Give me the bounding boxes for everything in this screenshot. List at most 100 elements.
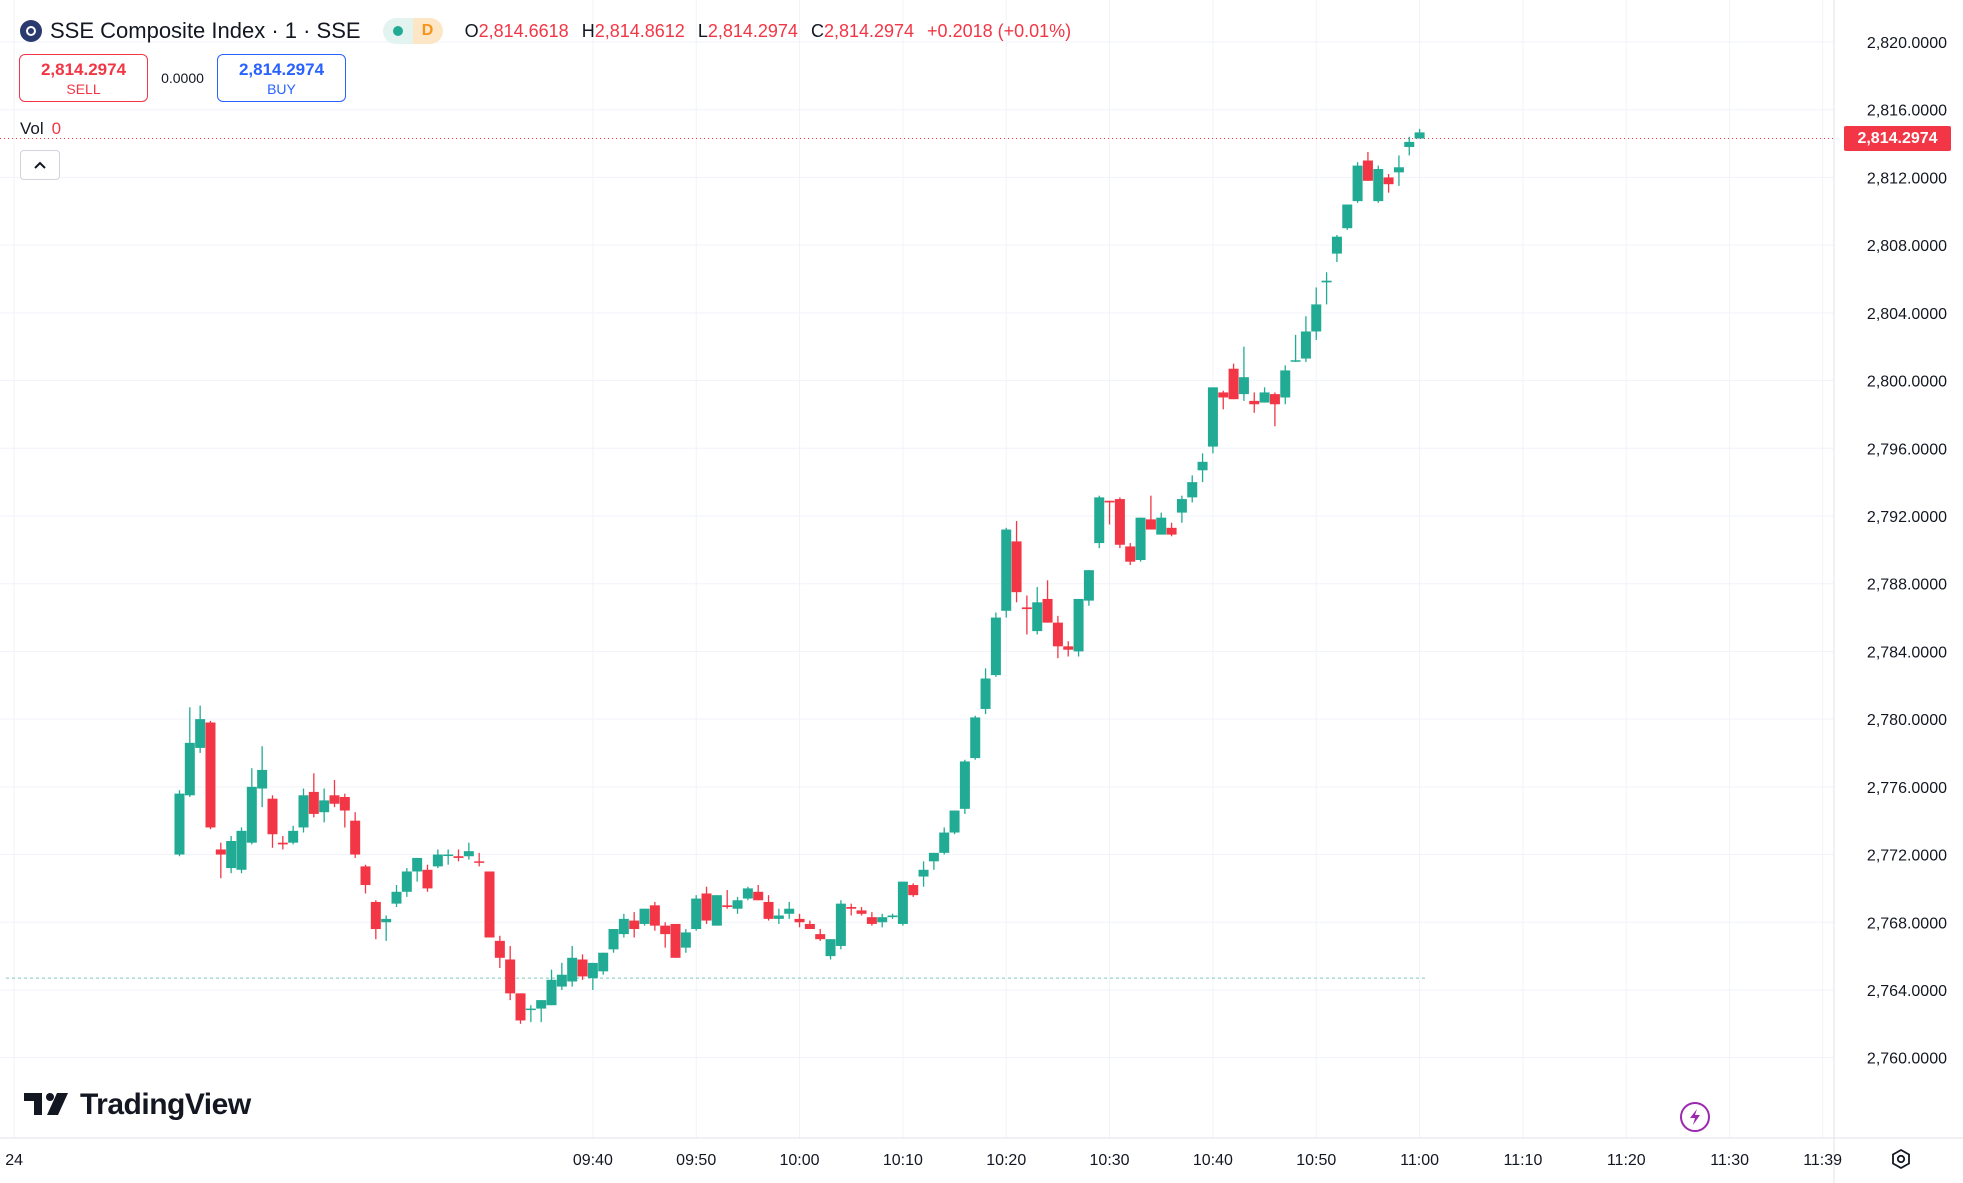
candle: [887, 913, 898, 919]
candle-body: [1259, 392, 1270, 403]
symbol-title[interactable]: SSE Composite Index · 1 · SSE: [50, 18, 361, 43]
candle: [577, 954, 588, 980]
candle-body: [742, 888, 753, 899]
volume-legend[interactable]: Vol 0: [20, 119, 61, 139]
buy-button[interactable]: 2,814.2974 BUY: [217, 54, 346, 102]
candle-body: [1042, 598, 1053, 623]
price-axis[interactable]: 2,820.0000 2,816.0000 2,812.0000 2,808.0000…: [1867, 35, 1947, 1068]
candle: [660, 922, 671, 948]
candle: [184, 707, 195, 797]
candle: [1021, 595, 1032, 635]
candle-body: [1176, 499, 1187, 513]
candle-body: [381, 918, 392, 923]
candle-body: [1145, 519, 1156, 530]
candle: [649, 901, 660, 931]
time-axis[interactable]: 24 09:40 09:50 10:00 10:10 10:20 10:30 10:40 10:…: [5, 1152, 1842, 1169]
candle-body: [1321, 280, 1332, 283]
candle: [804, 920, 815, 930]
sell-button[interactable]: 2,814.2974 SELL: [19, 54, 148, 102]
candle-body: [1073, 598, 1084, 652]
candle-body: [1352, 165, 1363, 202]
candle: [670, 923, 681, 958]
candle-body: [184, 742, 195, 796]
candle-body: [567, 957, 578, 982]
reference-lines: [0, 138, 1834, 979]
candle-body: [939, 832, 950, 853]
candle-body: [329, 795, 340, 804]
candle: [205, 720, 216, 830]
candle-body: [1383, 177, 1394, 185]
settings-button[interactable]: [1888, 1146, 1914, 1172]
candle-body: [732, 900, 743, 909]
candle: [939, 827, 950, 855]
candle-body: [443, 854, 454, 857]
lightning-button[interactable]: [1680, 1102, 1710, 1132]
candle: [680, 929, 691, 953]
volume-label: Vol: [20, 119, 44, 138]
buy-label: BUY: [267, 81, 296, 97]
candle-body: [1238, 377, 1249, 395]
candle-body: [1218, 392, 1229, 398]
candle: [567, 945, 578, 987]
market-status[interactable]: D: [382, 18, 443, 44]
tradingview-logo[interactable]: TradingView: [24, 1088, 251, 1122]
candle: [701, 886, 712, 924]
candle-body: [670, 923, 681, 958]
candle-body: [226, 841, 237, 869]
candle: [1331, 234, 1342, 263]
candle: [1311, 287, 1322, 340]
candle: [195, 705, 206, 753]
candle: [267, 795, 278, 848]
candle-body: [897, 881, 908, 924]
candle: [990, 612, 1001, 677]
time-tick-label: 11:20: [1607, 1152, 1646, 1169]
candle-body: [1414, 132, 1425, 139]
candle-body: [494, 940, 505, 958]
candle: [825, 939, 836, 960]
candle: [970, 715, 981, 760]
candle-body: [205, 722, 216, 828]
candle: [401, 868, 412, 897]
status-letter: D: [412, 18, 443, 44]
time-tick-label: 10:50: [1296, 1152, 1336, 1169]
candle: [1166, 522, 1177, 537]
candle-body: [1021, 607, 1032, 610]
lightning-icon: [1690, 1109, 1700, 1125]
candle: [484, 871, 495, 938]
candle-body: [1094, 497, 1105, 544]
candle-body: [1011, 541, 1022, 593]
candle: [174, 790, 185, 857]
candle: [391, 885, 402, 908]
candle-body: [525, 1008, 536, 1011]
candle: [412, 857, 423, 882]
candle-body: [422, 869, 433, 889]
candle-body: [195, 719, 206, 748]
candle: [308, 773, 319, 818]
candle-body: [515, 993, 526, 1021]
candle: [1352, 162, 1363, 203]
collapse-legend-button[interactable]: [20, 150, 60, 180]
candle-body: [1001, 529, 1012, 611]
price-tick-label: 2,764.0000: [1867, 983, 1947, 1000]
candle-body: [432, 854, 443, 867]
candle-body: [401, 871, 412, 892]
candle: [350, 812, 361, 858]
candle-body: [412, 857, 423, 872]
candle-body: [1362, 160, 1373, 181]
candle-body: [1373, 168, 1384, 202]
time-tick-label: 11:39: [1803, 1152, 1842, 1169]
candle: [556, 962, 567, 990]
price-tick-label: 2,768.0000: [1867, 915, 1947, 932]
candle-body: [319, 800, 330, 813]
candle: [1238, 346, 1249, 401]
time-tick-label: 11:30: [1710, 1152, 1749, 1169]
change-value: +0.2018 (+0.01%): [927, 20, 1072, 41]
candle: [339, 793, 350, 828]
candle: [639, 908, 650, 926]
candle-body: [1207, 387, 1218, 447]
time-tick-label: 10:30: [1090, 1152, 1130, 1169]
candle-body: [918, 869, 929, 877]
last-price-tag[interactable]: 2,814.2974: [1844, 126, 1951, 152]
candle: [1187, 475, 1198, 503]
